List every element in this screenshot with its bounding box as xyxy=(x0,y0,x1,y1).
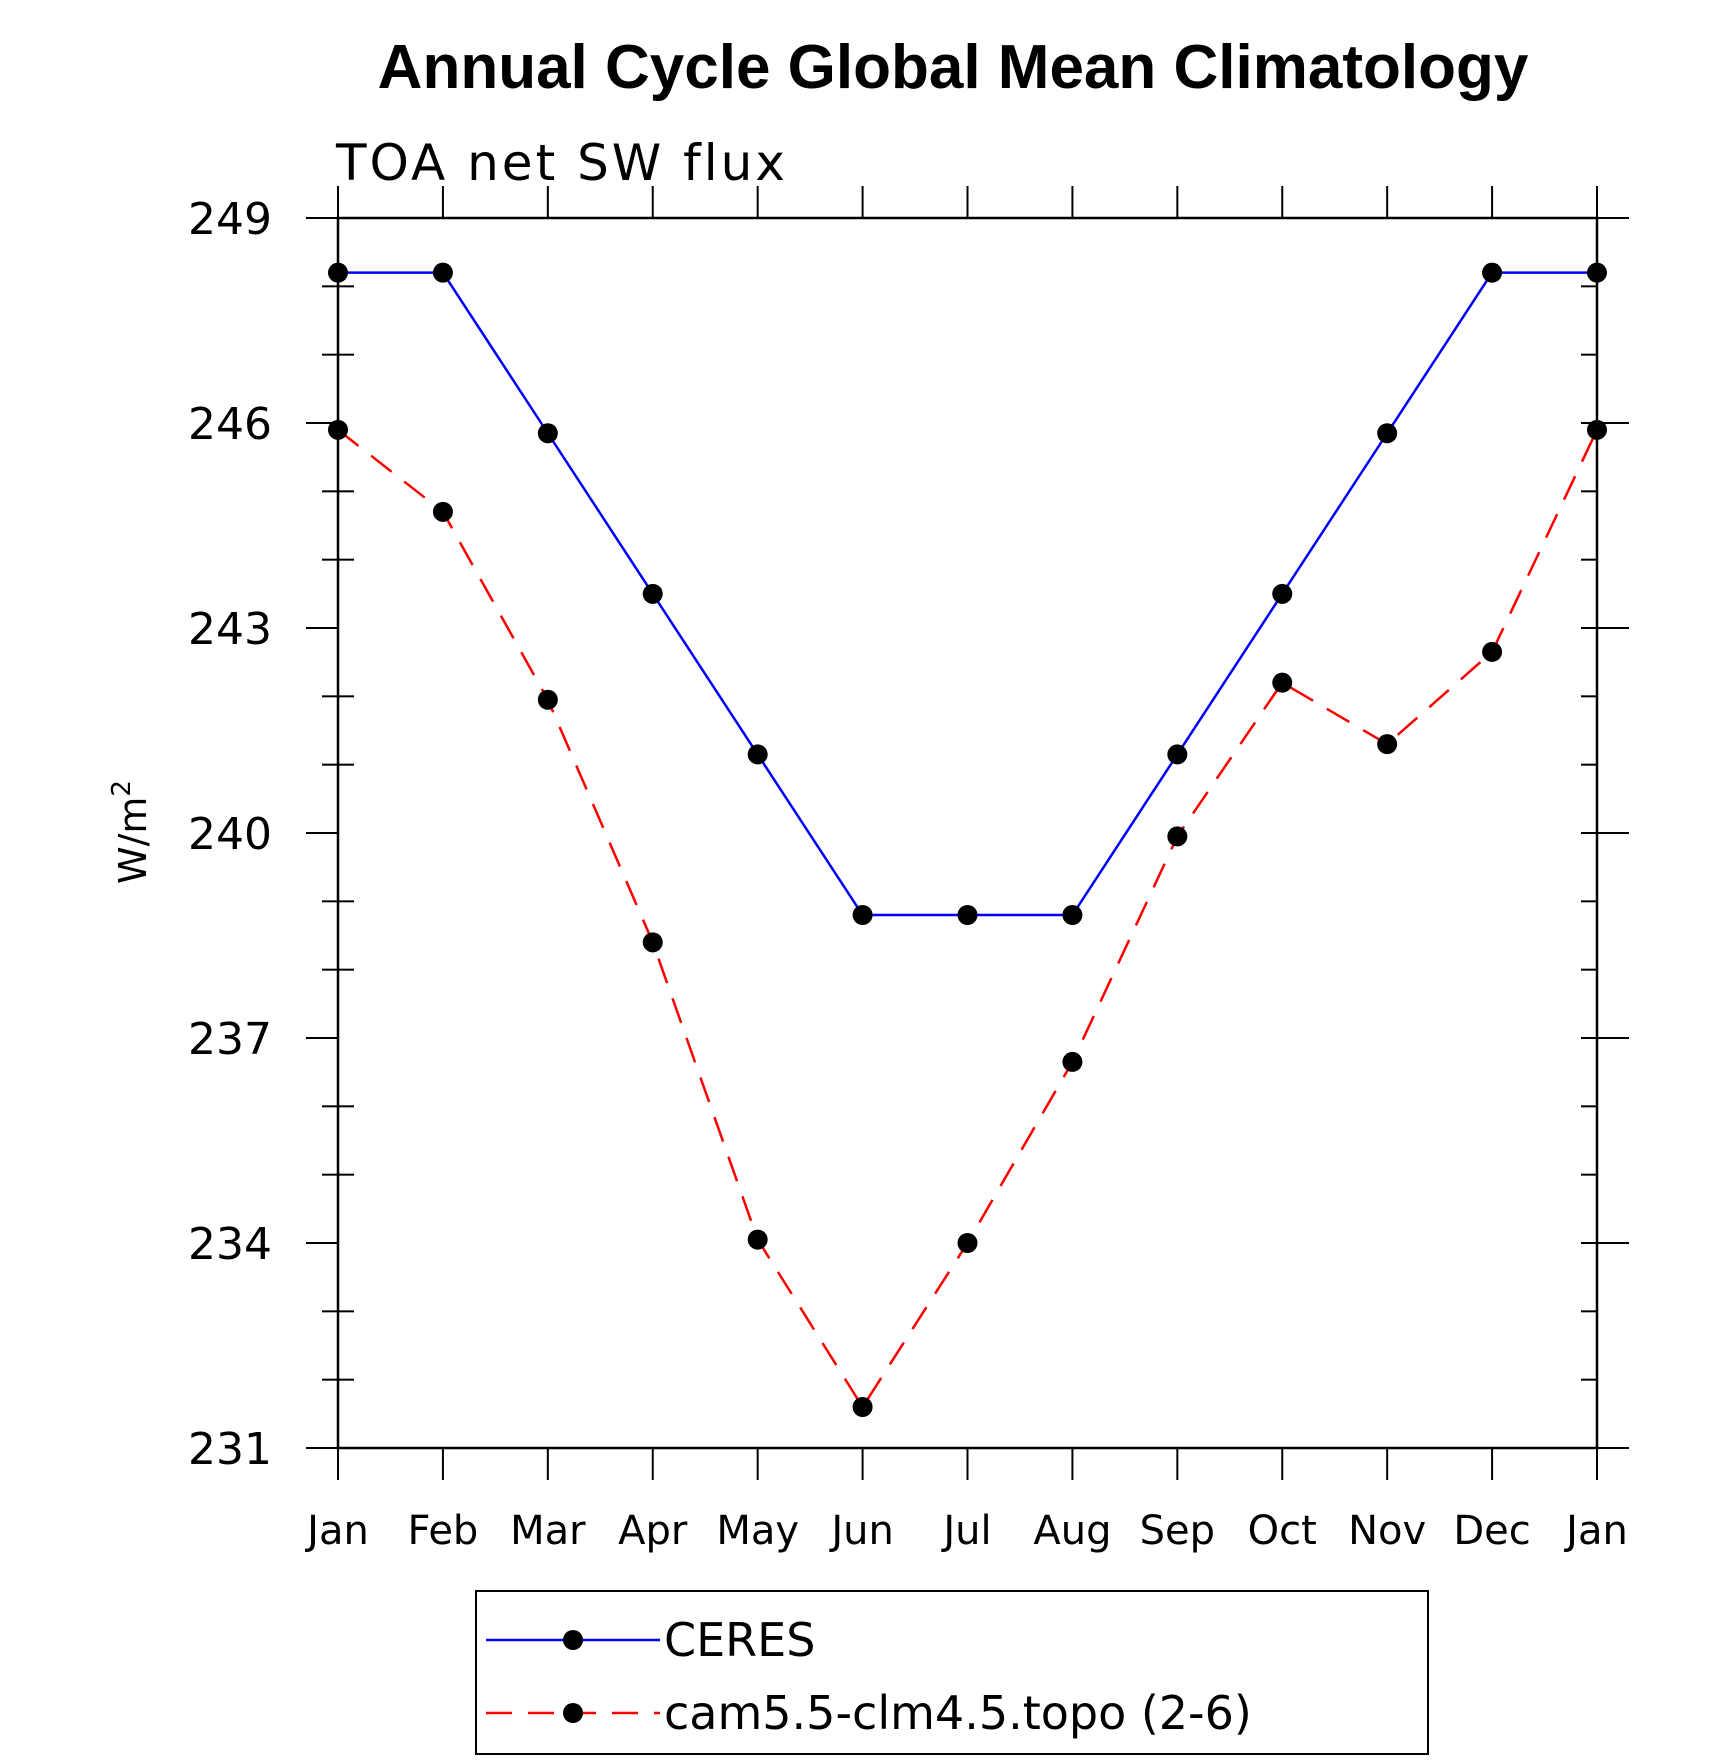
legend-marker xyxy=(563,1703,583,1723)
data-point xyxy=(1272,672,1293,693)
data-point xyxy=(1167,744,1188,765)
x-tick-label: Apr xyxy=(618,1508,688,1554)
series-line xyxy=(338,271,1597,917)
legend-marker xyxy=(563,1630,583,1650)
data-point xyxy=(537,689,558,710)
axes xyxy=(306,186,1629,1480)
series-1 xyxy=(328,262,1607,925)
legend-label: CERES xyxy=(664,1613,815,1667)
y-tick-labels: 231 234 237 240 243 246 249 xyxy=(188,194,272,1475)
data-point xyxy=(1377,734,1398,755)
x-tick-label: Sep xyxy=(1140,1508,1215,1554)
y-axis-label-base: W/m xyxy=(111,797,155,884)
x-tick-label: May xyxy=(716,1508,799,1554)
y-tick-label: 243 xyxy=(188,604,272,655)
data-point xyxy=(432,262,453,283)
x-tick-label: Dec xyxy=(1453,1508,1530,1554)
x-tick-label: Jul xyxy=(940,1508,991,1554)
chart-title: Annual Cycle Global Mean Climatology xyxy=(378,33,1529,102)
y-tick-label: 234 xyxy=(188,1219,272,1270)
data-point xyxy=(1587,419,1607,440)
data-point xyxy=(957,905,978,925)
legend-item: cam5.5-clm4.5.topo (2-6) xyxy=(486,1686,1252,1740)
data-point xyxy=(957,1233,978,1253)
data-point xyxy=(1272,583,1293,604)
data-point xyxy=(1062,905,1083,925)
data-point xyxy=(852,1397,873,1417)
legend-items: CERES cam5.5-clm4.5.topo (2-6) xyxy=(486,1613,1252,1740)
x-tick-label: Jun xyxy=(828,1508,894,1554)
y-axis-label-superscript: 2 xyxy=(107,780,137,797)
data-point xyxy=(642,583,663,604)
data-point xyxy=(747,1229,768,1250)
y-tick-label: 249 xyxy=(188,194,272,245)
legend-item: CERES xyxy=(486,1613,815,1667)
legend: CERES cam5.5-clm4.5.topo (2-6) xyxy=(475,1590,1429,1755)
legend-label: cam5.5-clm4.5.topo (2-6) xyxy=(664,1686,1252,1740)
series-2 xyxy=(328,419,1607,1417)
y-tick-label: 246 xyxy=(188,399,272,450)
x-tick-label: Aug xyxy=(1033,1508,1111,1554)
x-tick-label: Nov xyxy=(1348,1508,1426,1554)
legend-box xyxy=(475,1590,1429,1755)
x-tick-label: Mar xyxy=(510,1508,586,1554)
data-point xyxy=(1377,423,1398,444)
x-tick-label: Jan xyxy=(304,1508,369,1554)
data-point xyxy=(328,419,348,440)
series-group xyxy=(328,262,1607,1417)
y-axis-label: W/m2 xyxy=(107,780,155,884)
data-point xyxy=(1482,641,1503,662)
data-point xyxy=(642,932,663,953)
data-point xyxy=(537,423,558,444)
x-tick-labels: Jan Feb Mar Apr May Jun Jul Aug Sep Oct Nov Dec Jan xyxy=(304,1508,1628,1554)
data-point xyxy=(1587,262,1607,283)
y-tick-label: 240 xyxy=(188,809,272,860)
chart-subtitle: TOA net SW flux xyxy=(335,134,788,192)
x-tick-label: Oct xyxy=(1248,1508,1317,1554)
y-tick-label: 237 xyxy=(188,1014,272,1065)
data-point xyxy=(747,744,768,765)
data-point xyxy=(852,905,873,925)
data-point xyxy=(1167,826,1188,847)
data-point xyxy=(432,501,453,522)
data-point xyxy=(1482,262,1503,283)
data-point xyxy=(328,262,348,283)
y-tick-label: 231 xyxy=(188,1424,272,1475)
x-tick-label: Feb xyxy=(408,1508,479,1554)
data-point xyxy=(1062,1051,1083,1072)
x-tick-label: Jan xyxy=(1563,1508,1628,1554)
